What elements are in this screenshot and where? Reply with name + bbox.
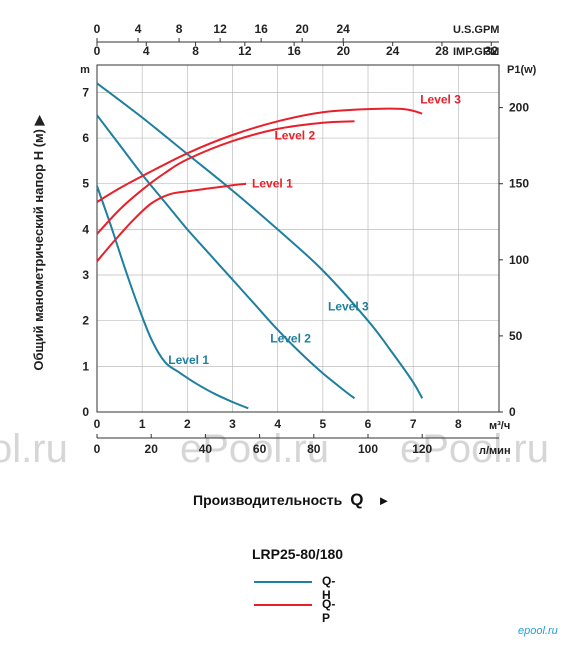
series-line-qp-level-2 bbox=[96, 120, 355, 235]
watermark-text: ePool.ru bbox=[400, 427, 549, 471]
series-label-qp-level-2: Level 2 bbox=[274, 128, 315, 142]
brand-logo: epool.ru bbox=[518, 625, 558, 637]
x-tick-label-impgpm: 8 bbox=[192, 44, 199, 58]
series-line-qp-level-1 bbox=[96, 182, 247, 262]
x-axis-arrow-icon: ► bbox=[377, 493, 391, 508]
series-label-qh-level-2: Level 2 bbox=[270, 332, 311, 346]
x-tick-label-lmin: 120 bbox=[412, 442, 432, 456]
x-tick-label-usgpm: 8 bbox=[176, 22, 183, 36]
y-tick-label: 6 bbox=[82, 131, 89, 145]
x-axis-title-text: Производительность bbox=[193, 492, 343, 508]
x-tick-label-usgpm: 0 bbox=[94, 22, 101, 36]
axes bbox=[96, 38, 503, 439]
x-tick-label-m3h: 5 bbox=[319, 417, 326, 431]
y-tick-label: 0 bbox=[82, 405, 89, 419]
watermark-text: ePool.ru bbox=[180, 427, 329, 471]
series-line-qh-level-1 bbox=[96, 185, 249, 410]
x-tick-label-impgpm: 32 bbox=[485, 44, 499, 58]
x-axis-title-symbol: Q bbox=[350, 490, 364, 509]
x-tick-label-usgpm: 24 bbox=[337, 22, 351, 36]
x-tick-label-m3h: 0 bbox=[94, 417, 101, 431]
x-tick-label-usgpm: 20 bbox=[295, 22, 309, 36]
y-tick-label: 2 bbox=[82, 314, 89, 328]
series-label-qh-level-3: Level 3 bbox=[328, 300, 369, 314]
x-tick-label-impgpm: 4 bbox=[143, 44, 150, 58]
x-tick-label-lmin: 60 bbox=[253, 442, 267, 456]
y2-tick-label: 0 bbox=[509, 405, 516, 419]
y2-unit-label: P1(w) bbox=[507, 64, 537, 76]
legend-label-qp: Q-P bbox=[322, 597, 336, 625]
y2-tick-label: 200 bbox=[509, 101, 529, 115]
x-tick-label-usgpm: 4 bbox=[135, 22, 142, 36]
x-tick-label-lmin: 40 bbox=[199, 442, 213, 456]
y-tick-label: 3 bbox=[82, 268, 89, 282]
legend-swatch-qh bbox=[254, 581, 312, 583]
x-tick-label-impgpm: 28 bbox=[435, 44, 449, 58]
x-tick-label-m3h: 4 bbox=[274, 417, 281, 431]
x-tick-label-m3h: 6 bbox=[365, 417, 372, 431]
grid bbox=[97, 65, 499, 412]
y-tick-label: 4 bbox=[82, 222, 89, 236]
x-tick-label-lmin: 80 bbox=[307, 442, 321, 456]
series-label-qp-level-1: Level 1 bbox=[252, 177, 293, 191]
watermark-text: ol.ru bbox=[0, 427, 68, 471]
x-tick-label-impgpm: 20 bbox=[337, 44, 351, 58]
y2-tick-label: 150 bbox=[509, 177, 529, 191]
y2-tick-label: 50 bbox=[509, 329, 523, 343]
legend-label-qh: Q-H bbox=[322, 574, 336, 602]
watermark-layer: ol.ru ePool.ru ePool.ru bbox=[0, 427, 549, 471]
x-axis-title: Производительность Q ► bbox=[193, 490, 390, 510]
x-tick-label-impgpm: 16 bbox=[287, 44, 301, 58]
x-unit-usgpm: U.S.GPM bbox=[453, 24, 499, 36]
series-line-qh-level-2 bbox=[96, 114, 356, 400]
x-unit-impgpm: IMP.GPM bbox=[453, 46, 499, 58]
x-tick-label-m3h: 1 bbox=[139, 417, 146, 431]
series-line-qh-level-3 bbox=[96, 82, 424, 399]
y-unit-label: m bbox=[80, 64, 90, 76]
y-tick-label: 1 bbox=[82, 359, 89, 373]
series-line-qp-level-3 bbox=[96, 107, 423, 203]
x-tick-label-lmin: 100 bbox=[358, 442, 378, 456]
x-tick-label-m3h: 8 bbox=[455, 417, 462, 431]
x-tick-label-lmin: 20 bbox=[145, 442, 159, 456]
series-layer bbox=[96, 82, 424, 410]
x-tick-label-m3h: 7 bbox=[410, 417, 417, 431]
y-axis-title: Общий манометрический напор H (м) ▶ bbox=[31, 114, 46, 370]
series-label-qp-level-3: Level 3 bbox=[420, 93, 461, 107]
y-tick-label: 7 bbox=[82, 85, 89, 99]
y-tick-label: 5 bbox=[82, 177, 89, 191]
x-tick-label-impgpm: 12 bbox=[238, 44, 252, 58]
y2-tick-label: 100 bbox=[509, 253, 529, 267]
model-title: LRP25-80/180 bbox=[252, 546, 344, 562]
x-tick-label-lmin: 0 bbox=[94, 442, 101, 456]
legend-swatch-qp bbox=[254, 604, 312, 606]
x-tick-label-m3h: 3 bbox=[229, 417, 236, 431]
x-unit-m3h: м³/ч bbox=[489, 420, 510, 432]
x-tick-label-usgpm: 12 bbox=[213, 22, 227, 36]
x-tick-label-m3h: 2 bbox=[184, 417, 191, 431]
x-tick-label-impgpm: 24 bbox=[386, 44, 400, 58]
x-tick-label-usgpm: 16 bbox=[254, 22, 268, 36]
x-unit-lmin: л/мин bbox=[479, 445, 511, 457]
plot-frame bbox=[96, 64, 500, 413]
series-label-qh-level-1: Level 1 bbox=[168, 353, 209, 367]
x-tick-label-impgpm: 0 bbox=[94, 44, 101, 58]
